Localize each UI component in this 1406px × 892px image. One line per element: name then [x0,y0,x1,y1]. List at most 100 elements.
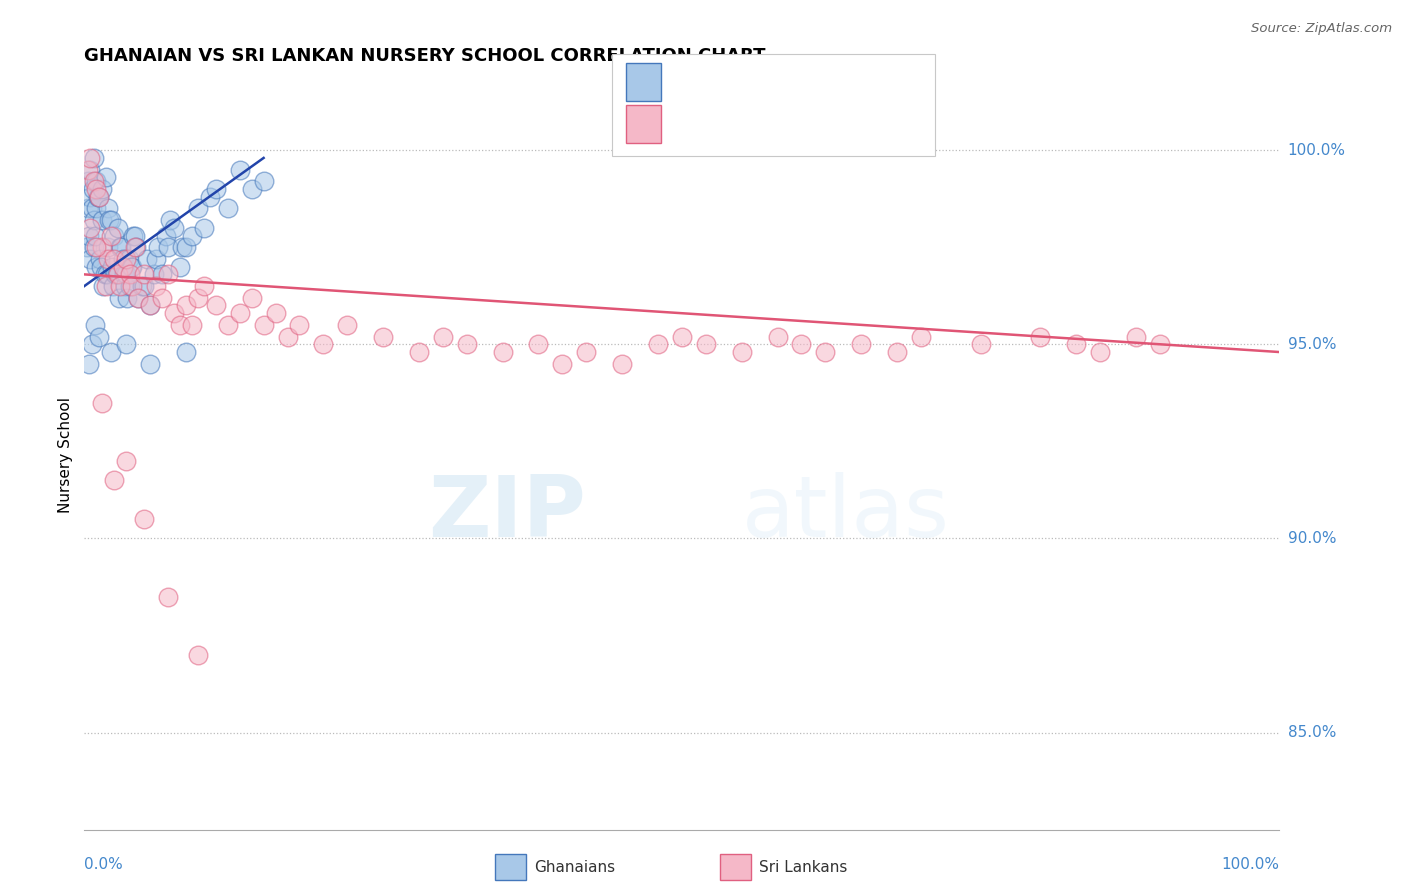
Point [86,190,108,204]
Point [120,260,142,274]
Point [110,240,132,254]
Point [97,240,120,254]
Point [107,220,129,235]
Point [79,220,101,235]
Text: Sri Lankans: Sri Lankans [759,860,848,874]
Point [97,252,120,266]
Text: 0.230: 0.230 [734,73,794,91]
Point [91,182,114,196]
Point [100,213,122,227]
Point [83,174,105,188]
Point [86,240,108,254]
Point [118,268,141,282]
Point [910,329,932,343]
Point [187,648,209,662]
Point [124,240,146,254]
Point [90,260,112,274]
Point [86,260,108,274]
Text: R =: R = [678,73,716,91]
Point [145,252,167,266]
Point [84,228,107,243]
Point [89,252,111,266]
Point [87,329,110,343]
Point [1029,329,1052,343]
Point [264,306,287,320]
Point [132,279,156,293]
Point [187,291,209,305]
Text: 85.0%: 85.0% [1288,725,1336,740]
Point [86,202,108,216]
Point [111,260,134,274]
Point [527,337,550,351]
Point [93,279,115,293]
Point [104,268,127,282]
Point [139,298,162,312]
Point [101,260,124,274]
Y-axis label: Nursery School: Nursery School [58,397,73,513]
Point [432,329,454,343]
Point [163,306,186,320]
Point [288,318,311,332]
Point [157,268,180,282]
Point [110,240,132,254]
Point [101,279,124,293]
Point [253,318,276,332]
Point [277,329,299,343]
Point [103,252,125,266]
Point [117,252,139,266]
Point [77,202,100,216]
Point [115,268,138,282]
Point [851,337,873,351]
Point [83,240,105,254]
Point [93,268,115,282]
Text: -0.085: -0.085 [734,115,796,133]
Point [115,454,138,468]
Point [83,151,105,165]
Point [87,190,110,204]
Text: 100.0%: 100.0% [1288,143,1346,158]
Point [77,162,100,177]
Point [96,268,118,282]
Point [91,213,114,227]
Point [1090,345,1112,359]
Text: 100.0%: 100.0% [1222,857,1279,872]
Point [77,174,100,188]
Point [193,220,215,235]
Point [115,337,138,351]
Point [131,279,153,293]
Point [205,182,228,196]
Point [181,318,204,332]
Point [1125,329,1147,343]
Text: 95.0%: 95.0% [1288,337,1336,351]
Point [112,268,135,282]
Point [121,260,143,274]
Point [84,318,107,332]
Point [174,298,197,312]
Point [1066,337,1088,351]
Point [125,240,148,254]
Point [117,291,139,305]
Point [97,202,120,216]
Point [155,228,177,243]
Point [217,202,239,216]
Point [86,182,108,196]
Point [408,345,430,359]
Point [814,345,837,359]
Text: 0.0%: 0.0% [84,857,124,872]
Text: 84: 84 [875,73,898,91]
Point [87,190,110,204]
Point [122,228,145,243]
Point [98,213,121,227]
Point [115,252,138,266]
Point [118,279,141,293]
Point [169,318,191,332]
Point [91,240,114,254]
Point [110,279,132,293]
Point [163,220,186,235]
Point [157,240,180,254]
Point [80,337,103,351]
Point [229,306,252,320]
Point [145,279,167,293]
Point [181,228,204,243]
Point [229,162,252,177]
